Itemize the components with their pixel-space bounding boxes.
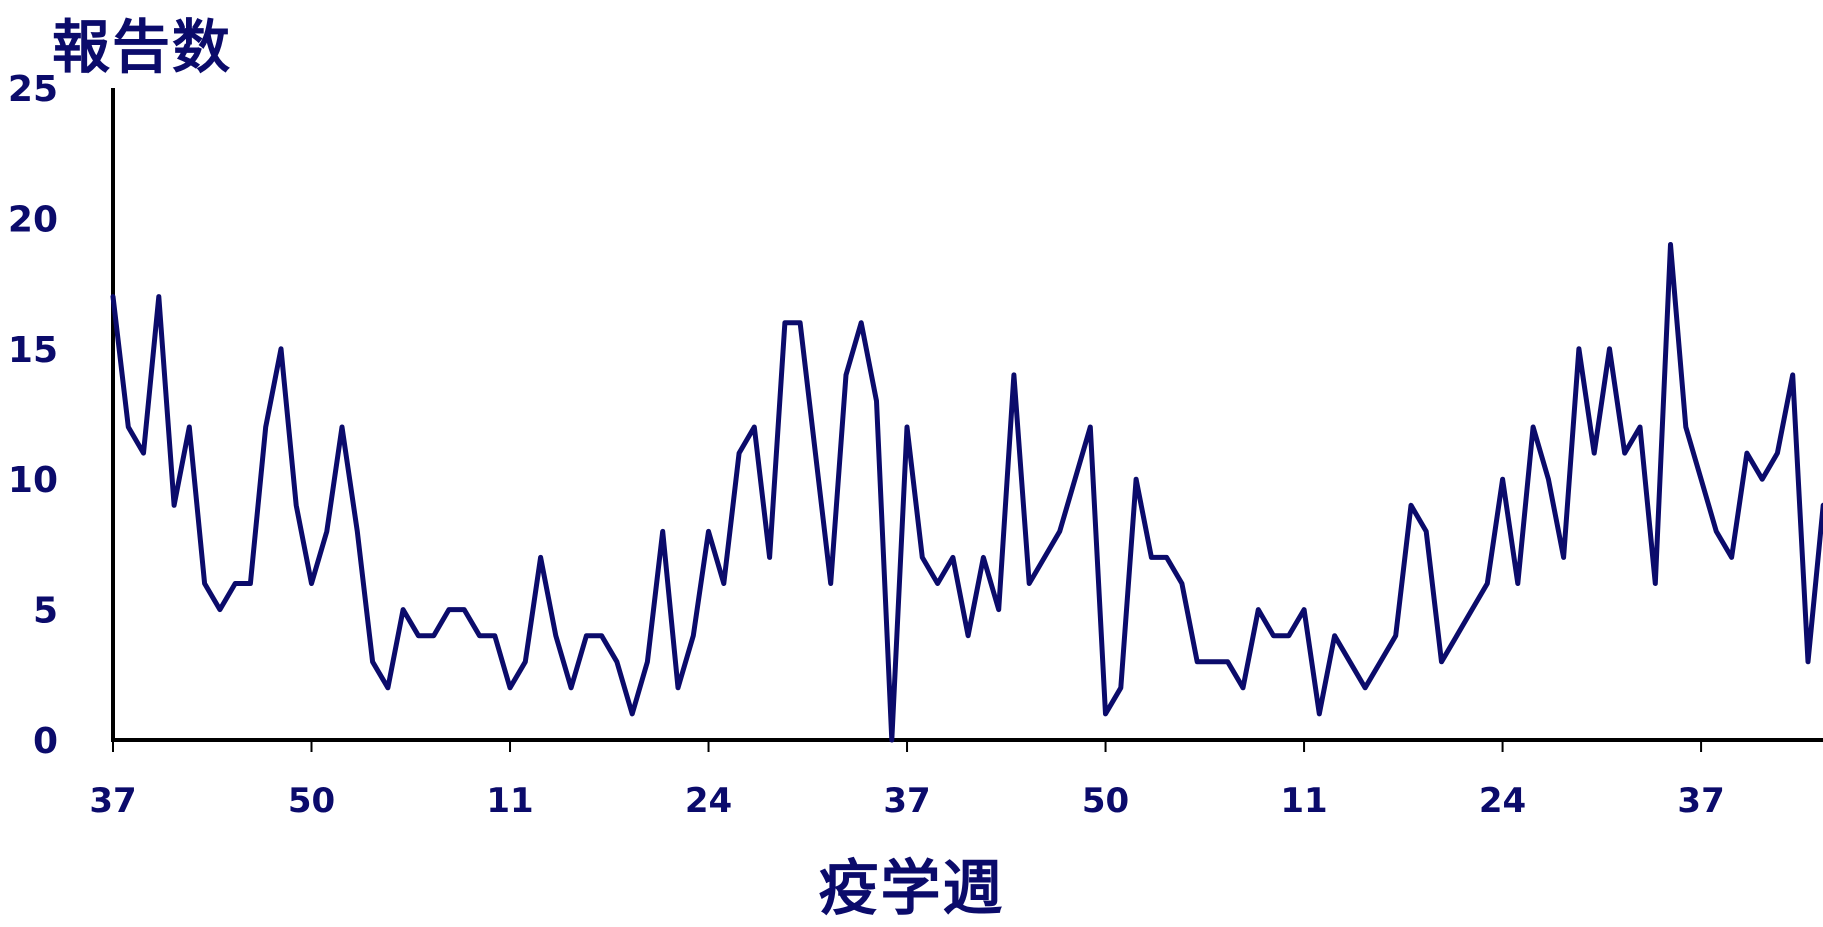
y-axis-title: 報告数 [52, 13, 233, 81]
series-line [110, 242, 1823, 743]
y-tick-label: 0 [33, 721, 58, 762]
x-tick-label: 11 [1280, 781, 1327, 821]
x-tick-label: 37 [883, 781, 930, 821]
y-tick-label: 20 [8, 199, 58, 240]
x-tick-label: 50 [1082, 781, 1129, 821]
x-tick-label: 50 [288, 781, 335, 821]
y-tick-label: 15 [8, 330, 58, 371]
x-tick-label: 37 [89, 781, 136, 821]
x-tick-label: 24 [1479, 781, 1526, 821]
x-tick-label: 24 [685, 781, 732, 821]
x-tick-labels: 37 50 11 24 37 50 11 24 37 [89, 740, 1725, 821]
y-tick-labels: 0 5 10 15 20 25 [8, 69, 58, 762]
x-tick-label: 11 [486, 781, 533, 821]
y-tick-label: 10 [8, 460, 58, 501]
x-axis-title: 疫学週 [818, 854, 1005, 924]
y-tick-label: 5 [33, 591, 58, 632]
x-tick-label: 37 [1677, 781, 1724, 821]
y-tick-label: 25 [8, 69, 58, 110]
